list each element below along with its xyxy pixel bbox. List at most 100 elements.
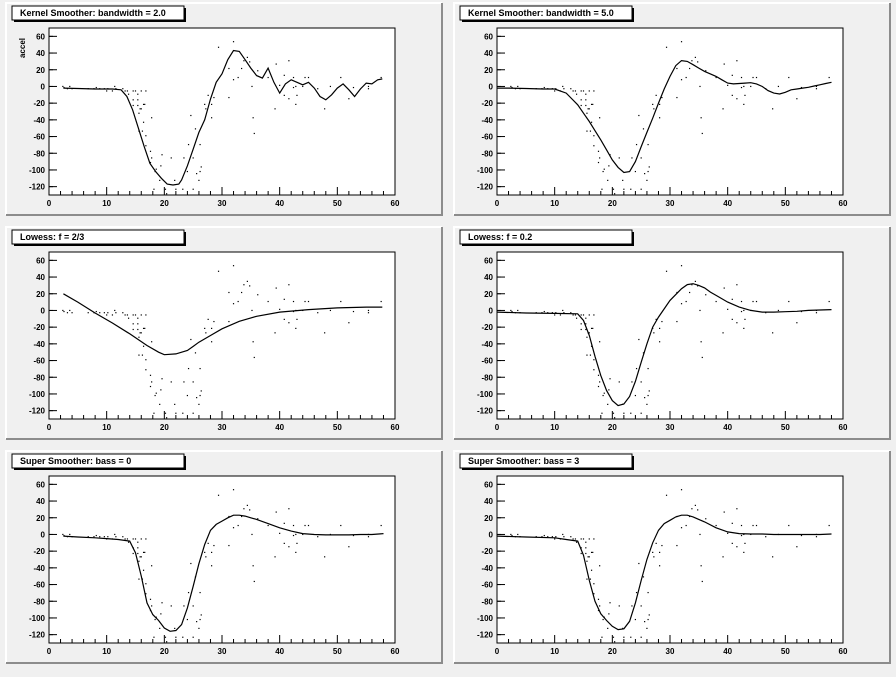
data-point [740, 310, 743, 313]
x-tick-label: 0 [47, 423, 52, 432]
data-point [608, 389, 610, 391]
data-point [324, 332, 326, 334]
data-point [631, 157, 633, 159]
data-point [127, 93, 130, 95]
data-point [614, 641, 616, 643]
data-point [547, 312, 549, 314]
y-tick-label: -60 [481, 357, 493, 366]
data-point [267, 300, 269, 303]
data-point [599, 381, 601, 383]
data-point [608, 613, 610, 615]
data-point [602, 394, 604, 397]
data-point [800, 86, 803, 89]
data-point [304, 524, 306, 527]
data-point [691, 284, 693, 286]
data-point [249, 509, 251, 511]
data-point [122, 88, 124, 90]
data-point [192, 157, 194, 159]
data-point [511, 310, 513, 313]
data-point [140, 538, 142, 540]
data-point [155, 392, 157, 394]
data-point [211, 551, 213, 553]
data-point [570, 312, 572, 314]
data-point [274, 556, 276, 558]
data-point [788, 76, 790, 79]
data-point [296, 542, 298, 544]
data-point [283, 74, 285, 76]
data-point [292, 310, 295, 313]
data-point [124, 90, 126, 92]
title-box: Super Smoother: bass = 0 [11, 453, 186, 470]
data-point [588, 538, 590, 540]
data-point [228, 67, 230, 70]
data-point [200, 166, 202, 168]
data-point [644, 397, 646, 399]
data-point [700, 341, 702, 343]
data-point [99, 536, 101, 538]
data-point [145, 359, 147, 361]
data-point [612, 636, 615, 638]
x-tick-label: 60 [839, 199, 848, 208]
data-point [138, 560, 140, 562]
data-point [586, 560, 588, 562]
data-point [137, 552, 139, 555]
data-point [543, 310, 545, 313]
data-point [587, 108, 589, 110]
data-point [593, 593, 595, 595]
y-tick-label: -60 [33, 581, 45, 590]
data-point [249, 285, 251, 287]
data-point [772, 556, 774, 558]
data-point [292, 300, 295, 303]
data-point [580, 99, 582, 101]
data-point [126, 90, 129, 92]
data-point [647, 170, 649, 173]
data-point [593, 90, 595, 92]
data-point [228, 291, 230, 294]
data-point [115, 536, 117, 538]
data-point [640, 381, 642, 383]
data-point [292, 524, 295, 527]
data-point [590, 345, 593, 347]
data-point [743, 309, 745, 312]
x-tick-label: 40 [275, 647, 284, 656]
data-point [572, 314, 574, 316]
data-point [292, 534, 295, 537]
data-point [124, 538, 126, 540]
data-point [175, 188, 177, 190]
data-point [715, 300, 717, 303]
data-point [111, 90, 114, 92]
data-point [205, 108, 207, 110]
data-point [71, 312, 73, 314]
data-point [283, 542, 285, 544]
y-tick-label: -80 [481, 597, 493, 606]
data-point [367, 85, 370, 88]
data-point [752, 524, 754, 527]
title-frame [459, 453, 633, 469]
data-point [601, 636, 603, 638]
data-point [170, 157, 172, 159]
data-point [694, 56, 696, 58]
data-point [275, 63, 277, 65]
data-point [340, 300, 342, 303]
x-tick-label: 20 [160, 199, 169, 208]
data-point [182, 412, 184, 414]
y-tick-label: 20 [484, 66, 493, 75]
data-point [241, 515, 243, 518]
data-point [772, 108, 774, 110]
data-point [736, 546, 738, 548]
data-point [680, 527, 683, 529]
data-point [705, 518, 707, 520]
observation-points [62, 265, 382, 419]
data-point [137, 323, 139, 325]
data-point [574, 90, 577, 92]
data-point [646, 627, 648, 629]
data-point [655, 94, 657, 96]
y-tick-label: -100 [29, 166, 46, 175]
data-point [635, 367, 638, 370]
smoothed-curve [496, 514, 832, 631]
data-point [648, 614, 650, 616]
pad-bevel-dark [454, 3, 891, 216]
x-tick-label: 60 [391, 199, 400, 208]
data-point [623, 636, 625, 638]
